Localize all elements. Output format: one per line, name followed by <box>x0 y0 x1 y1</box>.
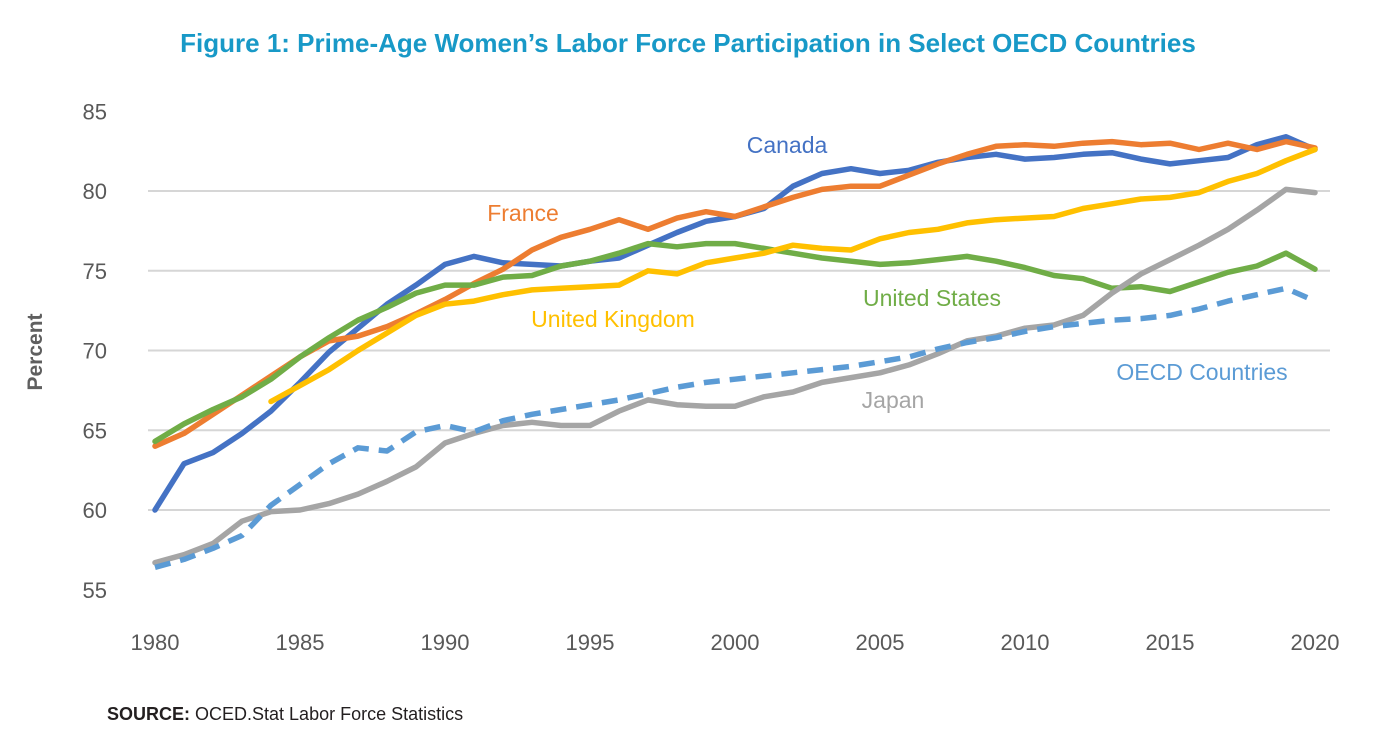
series-line-canada <box>152 134 1318 513</box>
x-tick-1980: 1980 <box>131 630 180 655</box>
series-label-france: France <box>487 200 559 226</box>
series-line-japan <box>152 186 1318 566</box>
x-tick-2015: 2015 <box>1146 630 1195 655</box>
x-tick-2000: 2000 <box>711 630 760 655</box>
series-line-oecd-countries <box>154 285 1317 571</box>
source-note: SOURCE: OCED.Stat Labor Force Statistics <box>107 704 463 725</box>
x-tick-1985: 1985 <box>276 630 325 655</box>
y-tick-85: 85 <box>83 99 107 124</box>
series-label-oecd-countries: OECD Countries <box>1116 359 1287 385</box>
series-line-united-kingdom <box>268 146 1318 405</box>
y-tick-55: 55 <box>83 578 107 603</box>
series-label-united-states: United States <box>863 285 1001 311</box>
line-chart: 55 60 65 70 75 80 85 1980 1985 1990 1995 2000 2005 20… <box>83 99 1340 655</box>
x-tick-1995: 1995 <box>566 630 615 655</box>
x-tick-2005: 2005 <box>856 630 905 655</box>
x-tick-1990: 1990 <box>421 630 470 655</box>
source-label: SOURCE: <box>107 704 191 724</box>
series-label-japan: Japan <box>862 387 925 413</box>
y-tick-75: 75 <box>83 259 107 284</box>
series-line-france <box>152 138 1318 449</box>
y-tick-70: 70 <box>83 339 107 364</box>
y-tick-80: 80 <box>83 179 107 204</box>
y-tick-60: 60 <box>83 498 107 523</box>
y-tick-65: 65 <box>83 418 107 443</box>
series-label-canada: Canada <box>747 132 828 158</box>
x-tick-2020: 2020 <box>1291 630 1340 655</box>
chart-title: Figure 1: Prime-Age Women’s Labor Force … <box>180 28 1196 58</box>
x-tick-2010: 2010 <box>1001 630 1050 655</box>
source-text: OCED.Stat Labor Force Statistics <box>190 704 464 724</box>
series-label-united-kingdom: United Kingdom <box>531 306 695 332</box>
